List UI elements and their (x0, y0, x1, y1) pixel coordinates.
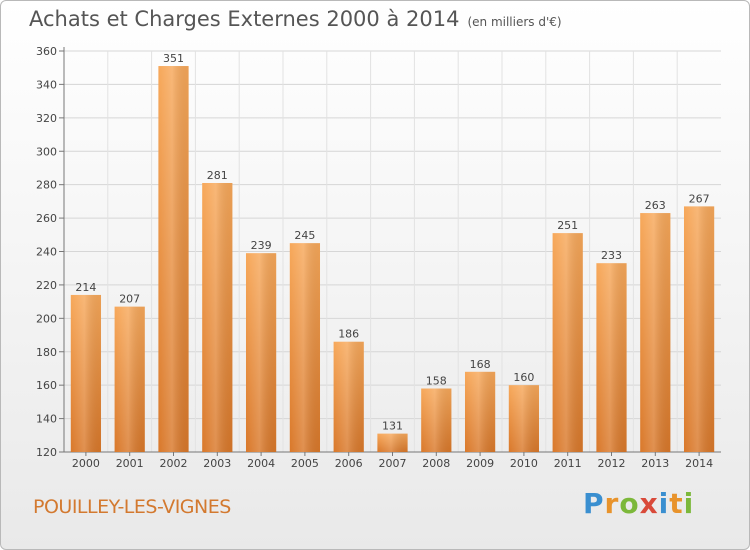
x-tick-label: 2013 (641, 457, 669, 470)
y-tick-label: 320 (36, 112, 57, 125)
y-tick-label: 120 (36, 446, 57, 459)
logo-letter: r (604, 487, 620, 520)
data-label: 351 (163, 52, 184, 65)
data-label: 239 (251, 239, 272, 252)
bar-shine (245, 253, 277, 452)
x-tick-label: 2001 (116, 457, 144, 470)
data-label: 281 (207, 169, 228, 182)
data-label: 158 (426, 375, 447, 388)
x-tick-label: 2012 (598, 457, 626, 470)
y-tick-label: 340 (36, 78, 57, 91)
data-label: 245 (294, 229, 315, 242)
data-label: 207 (119, 293, 140, 306)
bar-shine (683, 206, 715, 452)
y-tick-label: 280 (36, 179, 57, 192)
bar-shine (289, 243, 321, 452)
y-tick-label: 140 (36, 413, 57, 426)
y-tick-label: 160 (36, 379, 57, 392)
y-tick-label: 240 (36, 246, 57, 259)
y-tick-label: 220 (36, 279, 57, 292)
logo-letter: i (683, 487, 695, 520)
data-label: 186 (338, 328, 359, 341)
bar-shine (377, 433, 408, 452)
bar-shine (508, 385, 540, 452)
bars (70, 66, 715, 452)
bar-shine (158, 66, 189, 452)
x-tick-label: 2005 (291, 457, 319, 470)
data-label: 267 (689, 192, 710, 205)
chart-unit: (en milliers d'€) (467, 15, 562, 29)
logo-letter: x (639, 487, 659, 520)
x-tick-label: 2002 (160, 457, 188, 470)
data-label: 131 (382, 420, 403, 433)
x-tick-label: 2003 (203, 457, 231, 470)
x-tick-label: 2010 (510, 457, 538, 470)
data-label: 160 (513, 371, 534, 384)
data-label: 214 (75, 281, 96, 294)
labels: 120 140 160 180 200 220 240 260 280 300 320 340 360 2… (36, 45, 713, 470)
x-tick-label: 2007 (379, 457, 407, 470)
bar-shine (552, 233, 583, 452)
x-tick-label: 2011 (554, 457, 582, 470)
commune-name: POUILLEY-LES-VIGNES (33, 496, 231, 518)
data-label: 168 (470, 358, 491, 371)
logo-letter: o (619, 487, 640, 520)
bar-shine (333, 341, 364, 452)
proxiti-logo: Proxiti (583, 487, 694, 520)
bar-shine (464, 371, 496, 452)
data-label: 251 (557, 219, 578, 232)
x-tick-label: 2014 (685, 457, 713, 470)
logo-letter: t (669, 487, 684, 520)
bar-shine (202, 182, 233, 452)
chart-title: Achats et Charges Externes 2000 à 2014 (e… (29, 7, 562, 31)
data-label: 263 (645, 199, 666, 212)
y-tick-label: 260 (36, 212, 57, 225)
y-tick-label: 200 (36, 312, 57, 325)
bar-shine (70, 294, 102, 452)
logo-letter: P (583, 487, 605, 520)
bar-shine (114, 306, 145, 452)
chart-title-text: Achats et Charges Externes 2000 à 2014 (29, 7, 460, 31)
data-label: 233 (601, 249, 622, 262)
y-tick-label: 360 (36, 45, 57, 58)
y-tick-label: 300 (36, 145, 57, 158)
y-tick-label: 180 (36, 346, 57, 359)
logo-letter: i (658, 487, 670, 520)
x-tick-label: 2009 (466, 457, 494, 470)
bar-shine (596, 263, 627, 452)
x-tick-label: 2006 (335, 457, 363, 470)
x-tick-label: 2000 (72, 457, 100, 470)
bar-shine (421, 388, 452, 452)
bar-shine (640, 213, 671, 452)
x-tick-label: 2004 (247, 457, 275, 470)
x-tick-label: 2008 (422, 457, 450, 470)
